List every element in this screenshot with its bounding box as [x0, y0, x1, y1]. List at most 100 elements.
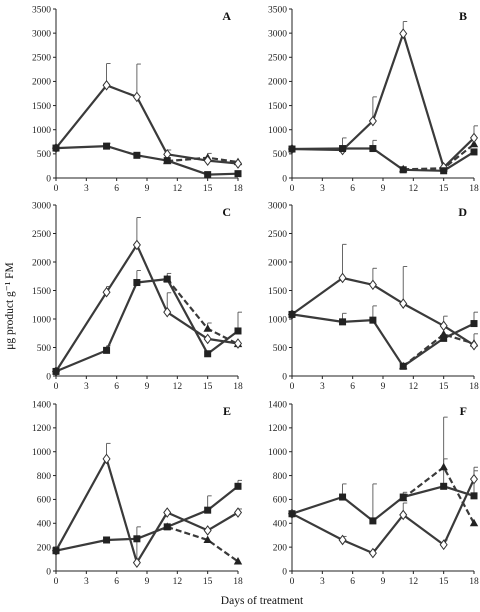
series-line-square [55, 145, 239, 176]
data-point-square [440, 167, 448, 175]
y-tick-label: 1500 [32, 102, 51, 112]
data-point-square [103, 142, 111, 150]
y-tick-label: 2000 [268, 78, 287, 88]
y-tick-label: 800 [37, 472, 52, 482]
y-tick-label: 1000 [268, 126, 287, 136]
x-tick-label: 9 [381, 577, 386, 587]
data-point-diamond [368, 115, 377, 127]
y-tick-label: 600 [37, 496, 52, 506]
series-line-diamond-open [55, 457, 239, 564]
y-tick-label: 1400 [32, 400, 51, 410]
data-point-square [163, 157, 171, 165]
data-point-square [204, 350, 212, 358]
y-tick-label: 3000 [268, 29, 287, 39]
y-tick-label: 200 [37, 543, 52, 553]
data-point-diamond [102, 286, 111, 298]
y-tick-label: 0 [282, 174, 287, 184]
data-point-diamond [439, 320, 448, 332]
series-line-diamond-open [291, 32, 475, 169]
data-point-square [234, 327, 242, 335]
x-tick-label: 3 [84, 382, 89, 392]
y-tick-label: 0 [282, 567, 287, 577]
data-point-diamond [203, 333, 212, 345]
series-line-triangle [402, 333, 475, 368]
y-tick-label: 2000 [268, 258, 287, 268]
data-point-diamond [368, 547, 377, 559]
data-point-diamond [399, 298, 408, 309]
data-point-diamond [338, 272, 347, 284]
data-point-diamond [132, 91, 141, 103]
series-line-diamond-open [55, 243, 239, 372]
x-tick-label: 18 [233, 577, 243, 587]
x-tick-label: 6 [114, 382, 119, 392]
x-tick-label: 9 [145, 382, 150, 392]
y-tick-label: 2500 [32, 54, 51, 64]
x-tick-label: 3 [320, 382, 325, 392]
y-tick-label: 1000 [268, 448, 287, 458]
y-tick-label: 500 [273, 150, 288, 160]
x-tick-label: 15 [203, 382, 213, 392]
y-tick-label: 1200 [268, 424, 287, 434]
data-point-triangle [469, 139, 479, 148]
panel-b: 0 500 1000 1500 2000 2500 3000 3500 0 3 6 9 12 15 18 B [268, 5, 479, 194]
x-tick-label: 12 [409, 382, 419, 392]
x-tick-label: 15 [203, 184, 213, 194]
x-tick-label: 15 [203, 577, 213, 587]
y-tick-label: 0 [46, 174, 51, 184]
data-point-triangle [233, 556, 243, 565]
data-point-square [470, 320, 478, 328]
panel-label: D [458, 205, 467, 219]
data-point-square [133, 279, 141, 287]
data-point-diamond [469, 132, 479, 144]
y-tick-label: 2500 [268, 54, 287, 64]
data-point-square [288, 510, 296, 518]
y-tick-label: 0 [46, 372, 51, 382]
data-point-square [399, 166, 407, 174]
series-line-diamond-open [291, 276, 475, 347]
data-point-square [133, 151, 141, 159]
data-point-square [52, 547, 60, 555]
x-tick-label: 12 [409, 577, 419, 587]
series-line-diamond-open [291, 478, 475, 555]
data-point-square [339, 145, 347, 153]
data-point-diamond [163, 306, 172, 318]
y-tick-label: 0 [46, 567, 51, 577]
data-point-diamond [102, 453, 111, 465]
data-point-diamond [203, 155, 212, 166]
y-tick-label: 1000 [32, 126, 51, 136]
data-point-square [470, 492, 478, 500]
y-tick-label: 2000 [32, 258, 51, 268]
y-tick-label: 1500 [32, 287, 51, 297]
data-point-square [440, 482, 448, 490]
x-tick-label: 6 [114, 577, 119, 587]
y-tick-label: 3000 [32, 201, 51, 211]
data-point-square [133, 535, 141, 543]
x-tick-label: 9 [145, 577, 150, 587]
data-point-square [52, 367, 60, 375]
series-line-triangle [166, 525, 239, 563]
data-point-triangle [469, 518, 479, 527]
x-tick-label: 0 [54, 382, 59, 392]
y-tick-label: 1000 [268, 315, 287, 325]
data-point-square [204, 506, 212, 514]
data-point-square [399, 493, 407, 501]
series-line-square [291, 485, 475, 523]
data-point-square [369, 145, 377, 153]
x-tick-label: 3 [320, 184, 325, 194]
data-point-square [470, 148, 478, 156]
x-tick-label: 0 [290, 184, 295, 194]
y-tick-label: 1400 [268, 400, 287, 410]
y-tick-label: 1500 [268, 287, 287, 297]
y-tick-label: 1500 [268, 102, 287, 112]
x-tick-label: 9 [145, 184, 150, 194]
data-point-diamond [439, 539, 448, 551]
data-point-square [399, 362, 407, 370]
x-tick-label: 18 [469, 184, 479, 194]
y-tick-label: 800 [273, 472, 288, 482]
data-point-square [288, 310, 296, 318]
x-tick-label: 0 [290, 577, 295, 587]
panel-e: 0 200 400 600 800 1000 1200 1400 0 3 6 9 12 15 18 E [32, 400, 243, 587]
x-tick-label: 12 [173, 577, 183, 587]
y-tick-label: 0 [282, 372, 287, 382]
